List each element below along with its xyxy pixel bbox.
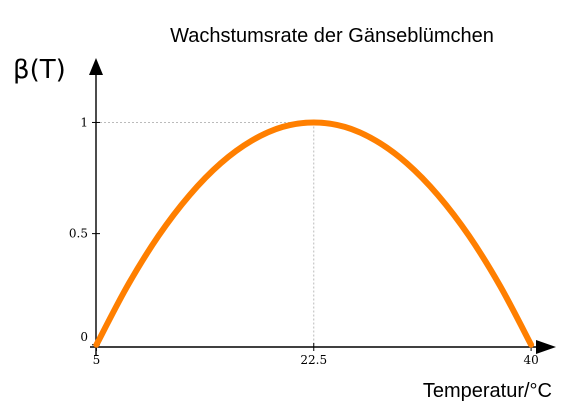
x-axis-arrow bbox=[536, 340, 556, 354]
y-tick-label: 1 bbox=[80, 115, 88, 129]
x-axis-label: Temperatur/°C bbox=[423, 380, 552, 402]
x-tick-label: 40 bbox=[523, 353, 538, 367]
series-layer bbox=[93, 119, 535, 348]
ticks: 5 22.5 40 0 0.5 1 bbox=[69, 115, 539, 367]
x-tick-label: 22.5 bbox=[300, 353, 327, 367]
peak-guide-lines bbox=[96, 121, 315, 347]
y-tick-label: 0 bbox=[80, 330, 88, 344]
y-tick-label: 0.5 bbox=[69, 227, 88, 241]
y-axis-arrow bbox=[89, 58, 103, 75]
y-axis-label: β(T) bbox=[13, 55, 66, 85]
series-line bbox=[93, 119, 535, 348]
chart-title: Wachstumsrate der Gänseblümchen bbox=[170, 25, 494, 47]
x-tick-label: 5 bbox=[93, 353, 101, 367]
axes bbox=[89, 58, 556, 355]
